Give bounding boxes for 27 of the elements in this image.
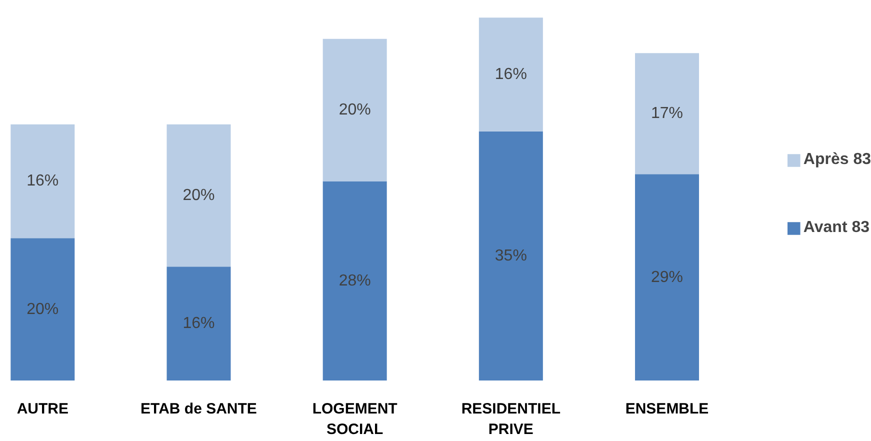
data-label: 29% — [651, 268, 684, 286]
x-tick-label: ETAB de SANTE — [140, 400, 257, 418]
data-label: 35% — [494, 247, 527, 264]
bar — [635, 174, 700, 380]
data-label: 16% — [182, 315, 215, 332]
data-label: 20% — [182, 186, 215, 204]
data-label: 16% — [26, 172, 59, 190]
bar — [478, 18, 543, 132]
data-label: 17% — [651, 105, 684, 122]
x-tick-label: LOGEMENT SOCIAL — [312, 400, 398, 438]
bar — [10, 238, 75, 380]
x-tick-label: AUTRE — [16, 400, 68, 418]
x-tick-label: ENSEMBLE — [625, 400, 709, 418]
data-label: 28% — [338, 272, 371, 290]
legend-label: Après 83 — [803, 151, 871, 169]
bar — [166, 266, 231, 380]
bar — [478, 131, 543, 380]
data-label: 16% — [494, 66, 527, 84]
bar — [635, 53, 700, 174]
bar — [322, 181, 387, 380]
bar — [10, 124, 75, 238]
data-label: 20% — [26, 300, 59, 318]
data-label: 20% — [338, 102, 371, 119]
bar — [322, 38, 387, 182]
bar — [166, 124, 231, 267]
legend-label: Avant 83 — [803, 219, 870, 237]
x-tick-label: RESIDENTIEL PRIVE — [461, 400, 561, 438]
